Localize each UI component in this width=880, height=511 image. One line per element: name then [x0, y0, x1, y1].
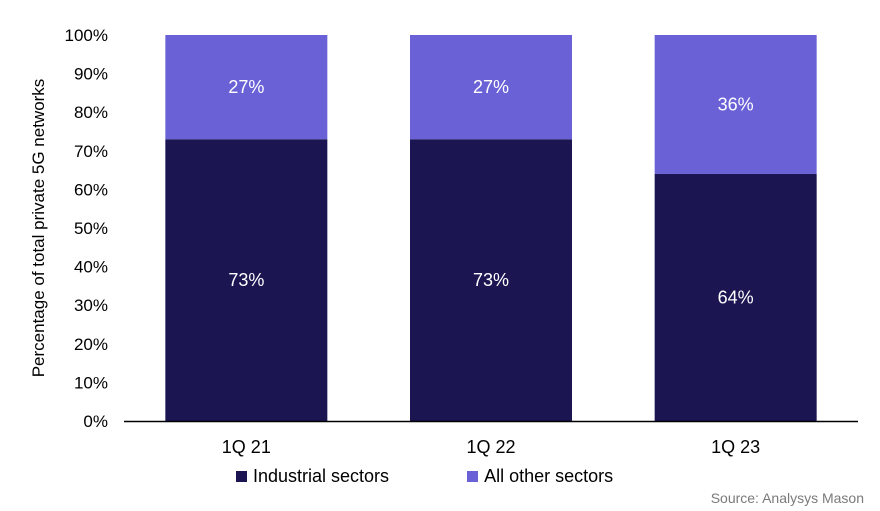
- y-tick-label: 20%: [74, 335, 108, 354]
- y-tick-label: 60%: [74, 180, 108, 199]
- bar-segment-other: [165, 35, 328, 140]
- y-tick-label: 50%: [74, 219, 108, 238]
- data-label: 27%: [228, 77, 264, 97]
- y-tick-label: 90%: [74, 65, 108, 84]
- bar-segment-industrial: [410, 139, 572, 421]
- y-axis: 0% 10% 20% 30% 40% 50% 60% 70% 80% 90% 100%: [65, 26, 108, 431]
- y-tick-label: 40%: [74, 258, 108, 277]
- y-tick-label: 70%: [74, 142, 108, 161]
- y-tick-label: 10%: [74, 373, 108, 392]
- legend: Industrial sectors All other sectors: [236, 466, 613, 487]
- bar-segment-other: [410, 35, 572, 140]
- y-axis-label: Percentage of total private 5G networks: [29, 79, 48, 378]
- x-tick-label: 1Q 22: [466, 437, 515, 457]
- data-label: 27%: [473, 77, 509, 97]
- data-label: 73%: [228, 270, 264, 290]
- legend-item-industrial: Industrial sectors: [236, 466, 389, 487]
- legend-swatch-other: [467, 471, 479, 482]
- source-note: Source: Analysys Mason: [710, 490, 864, 506]
- x-tick-label: 1Q 21: [222, 437, 271, 457]
- legend-label-industrial: Industrial sectors: [253, 466, 390, 486]
- x-axis: 1Q 21 1Q 22 1Q 23: [124, 420, 858, 457]
- y-tick-label: 30%: [74, 296, 108, 315]
- data-label: 73%: [473, 270, 509, 290]
- legend-label-other: All other sectors: [484, 466, 614, 486]
- bar-segment-industrial: [654, 173, 817, 421]
- y-tick-label: 0%: [83, 412, 108, 431]
- legend-swatch-industrial: [236, 471, 247, 482]
- bars: 73% 27% 73% 27% 64% 36%: [165, 35, 817, 421]
- bar-segment-industrial: [165, 139, 328, 421]
- y-tick-label: 80%: [74, 103, 108, 122]
- legend-item-other: All other sectors: [467, 466, 613, 487]
- data-label: 64%: [718, 287, 754, 307]
- y-tick-label: 100%: [65, 26, 108, 45]
- data-label: 36%: [718, 94, 754, 114]
- x-tick-label: 1Q 23: [711, 437, 760, 457]
- bar-segment-other: [654, 35, 817, 174]
